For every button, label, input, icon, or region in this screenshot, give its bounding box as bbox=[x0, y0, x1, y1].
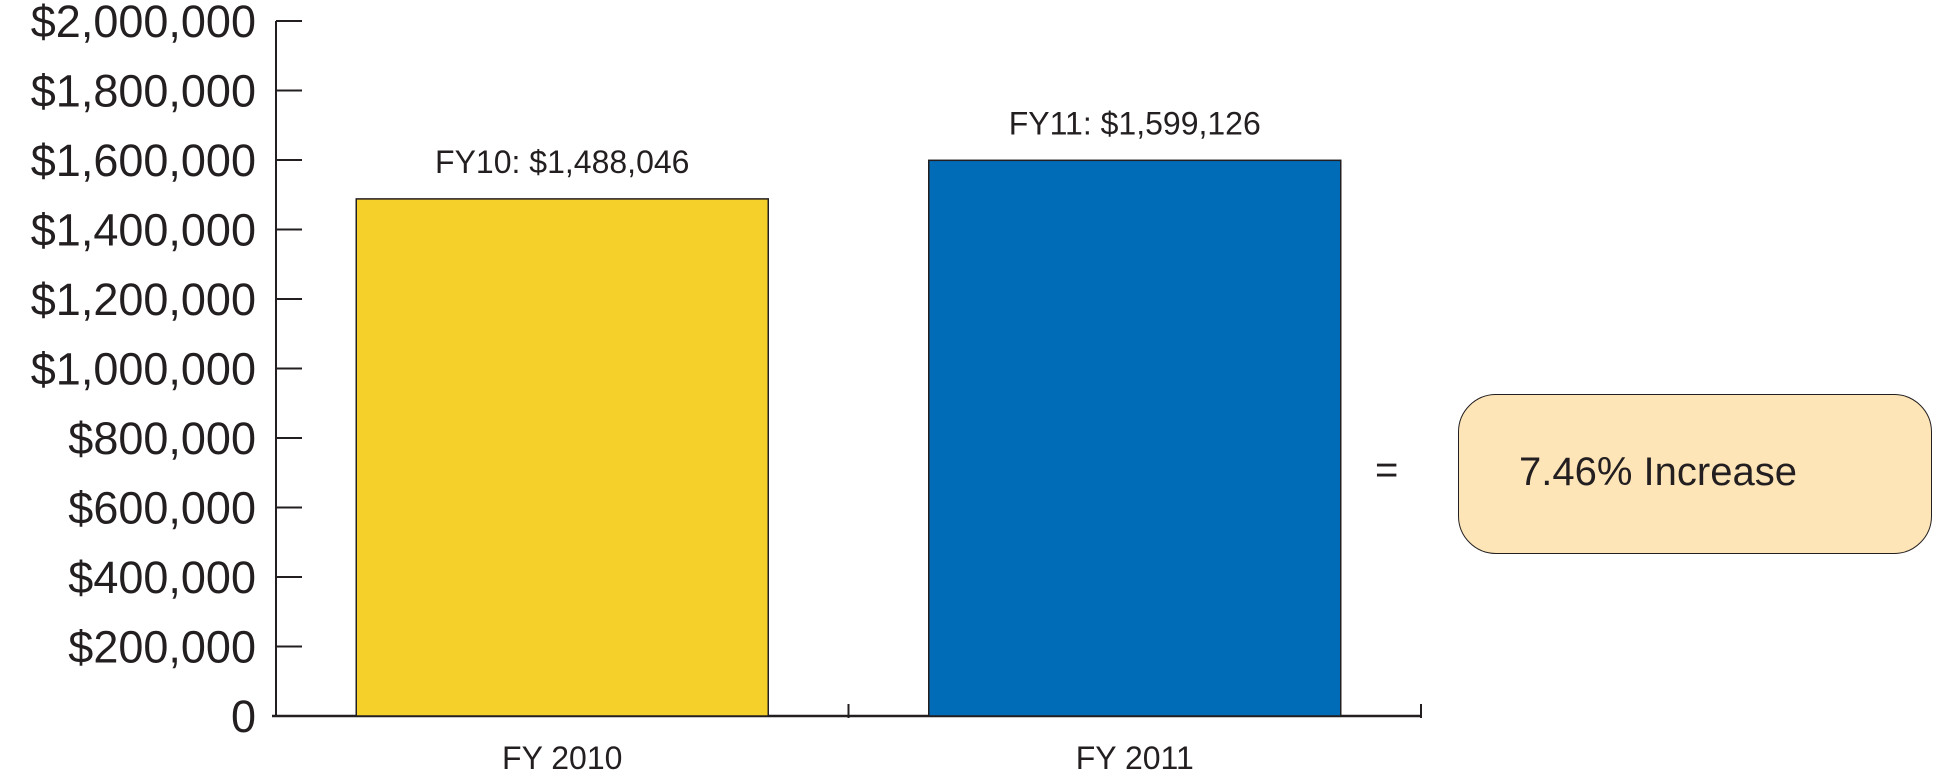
data-label: FY11: $1,599,126 bbox=[1009, 105, 1261, 141]
y-tick-label: $1,000,000 bbox=[31, 344, 256, 395]
increase-callout-text: 7.46% Increase bbox=[1519, 450, 1797, 494]
y-tick-label: $2,000,000 bbox=[31, 0, 256, 47]
labels: FY10: $1,488,046 FY 2010 FY11: $1,599,126 F… bbox=[435, 105, 1261, 775]
y-tick-label: $400,000 bbox=[68, 552, 256, 603]
bar-fy-2010 bbox=[355, 198, 769, 717]
y-tick-label: 0 bbox=[231, 691, 256, 742]
y-tick-label: $1,600,000 bbox=[31, 135, 256, 186]
data-label: FY10: $1,488,046 bbox=[435, 144, 689, 180]
increase-callout: 7.46% Increase bbox=[1458, 394, 1932, 554]
y-tick-label: $800,000 bbox=[68, 413, 256, 464]
bar-fy-2011 bbox=[928, 159, 1342, 717]
equals-sign: = bbox=[1375, 448, 1399, 492]
y-tick-label: $600,000 bbox=[68, 483, 256, 534]
y-tick-label: $200,000 bbox=[68, 622, 256, 673]
y-axis: 0 $200,000 $400,000 $600,000 $800,000 $1,000,… bbox=[31, 0, 302, 742]
y-tick-label: $1,200,000 bbox=[31, 274, 256, 325]
y-tick-label: $1,400,000 bbox=[31, 205, 256, 256]
y-tick-label: $1,800,000 bbox=[31, 66, 256, 117]
x-category-label: FY 2011 bbox=[1076, 740, 1194, 775]
x-category-label: FY 2010 bbox=[502, 740, 622, 775]
bars bbox=[355, 159, 1342, 717]
